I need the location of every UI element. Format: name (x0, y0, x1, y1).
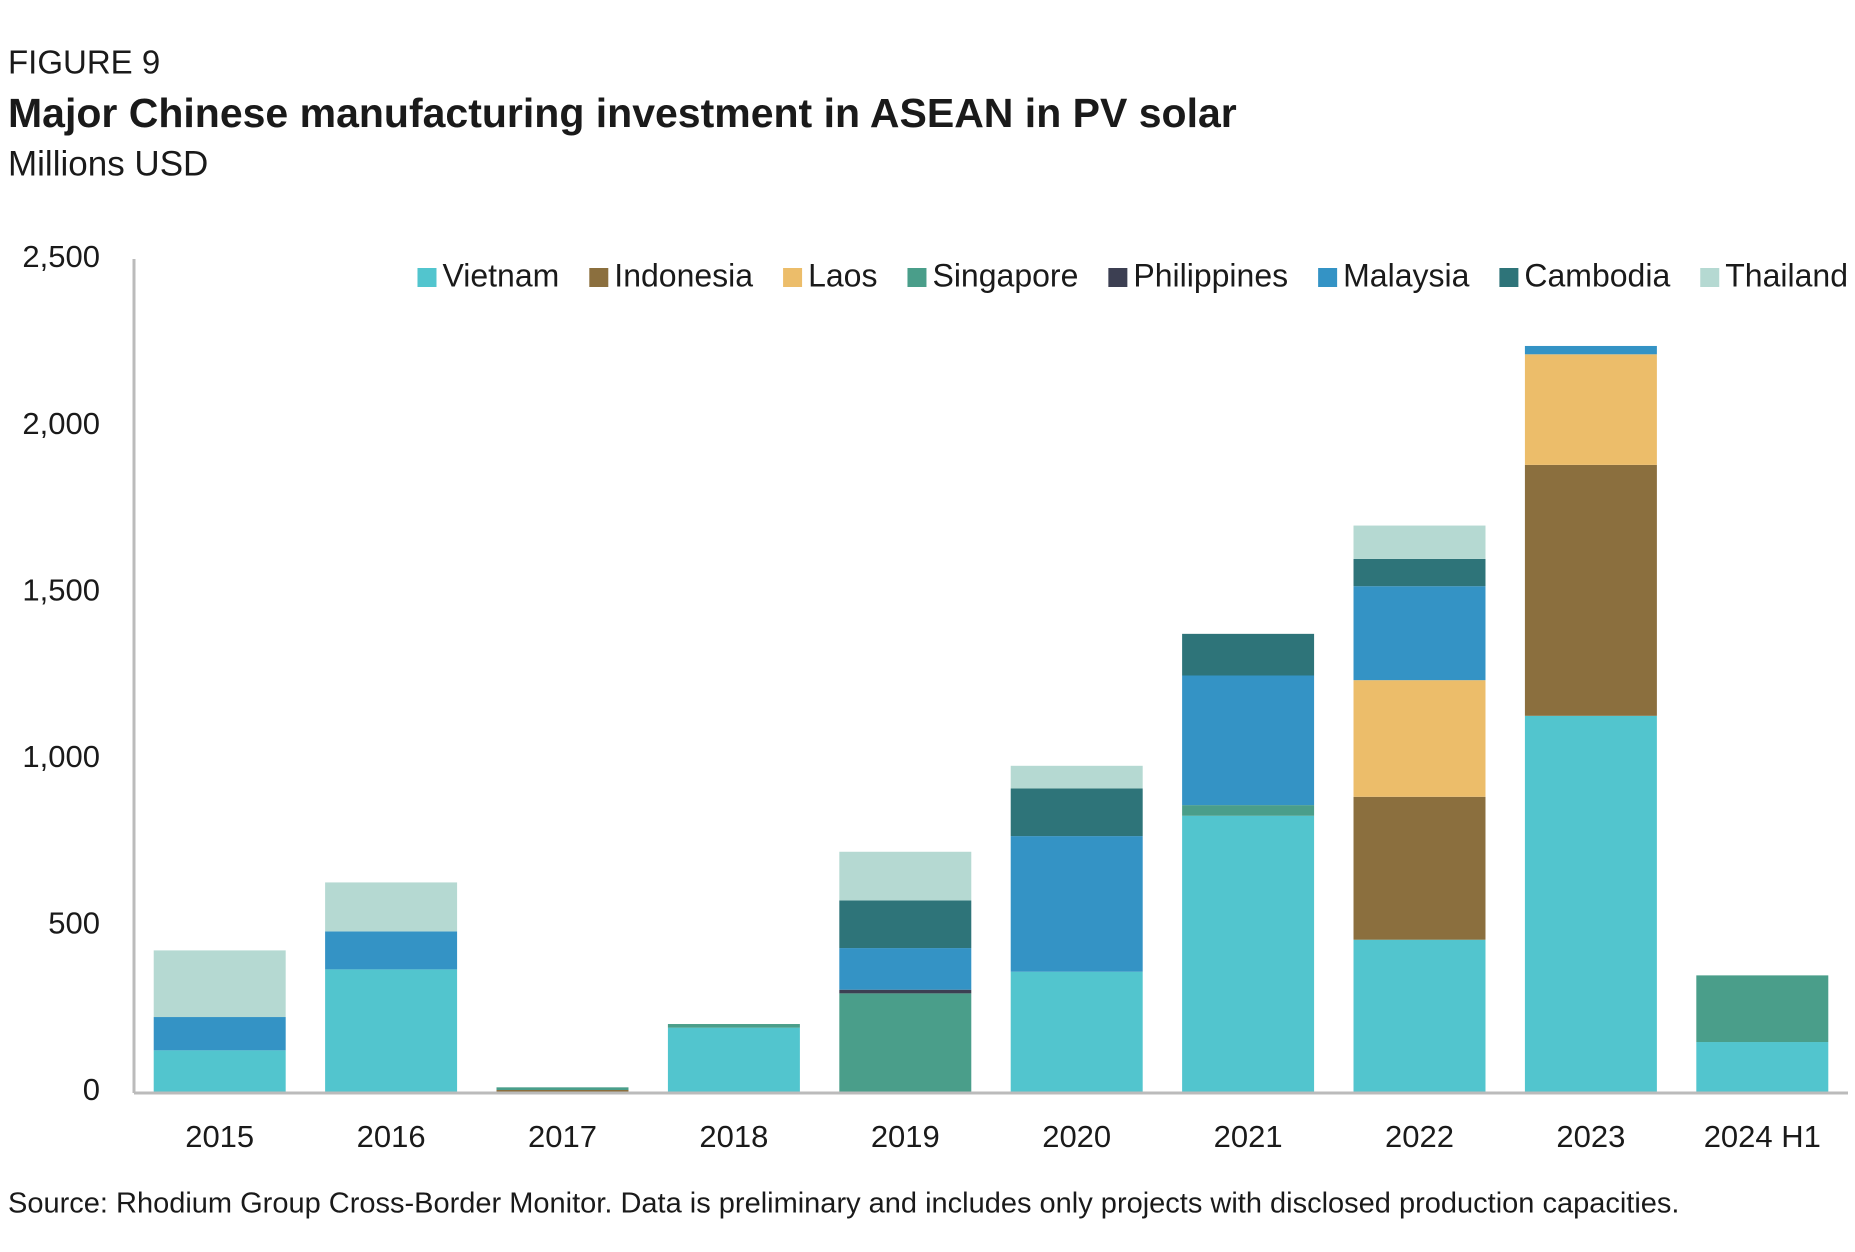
legend-swatch (417, 268, 437, 287)
x-tick-label: 2023 (1556, 1119, 1625, 1154)
x-tick-label: 2015 (185, 1119, 254, 1154)
bar-segment (1182, 633, 1315, 676)
source-note: Source: Rhodium Group Cross-Border Monit… (8, 1188, 1680, 1220)
bar-segment (325, 969, 458, 1092)
legend-swatch (1700, 268, 1720, 287)
legend-label: Indonesia (614, 257, 753, 293)
bar-segment (1010, 971, 1143, 1092)
y-tick-label: 2,000 (22, 406, 100, 441)
bar-segment (1353, 558, 1486, 587)
x-tick-label: 2024 H1 (1704, 1119, 1821, 1154)
bar-segment (1696, 975, 1829, 1043)
bar-segment (1353, 680, 1486, 797)
bar-segment (153, 1050, 286, 1092)
x-tick-label: 2016 (357, 1119, 426, 1154)
x-tick-label: 2019 (871, 1119, 940, 1154)
bar-segment (839, 993, 972, 1092)
bar-segment (839, 989, 972, 994)
y-tick-label: 500 (48, 906, 100, 941)
bar-segment (496, 1090, 629, 1092)
chart-title: Major Chinese manufacturing investment i… (8, 90, 1237, 136)
bar-segment (839, 900, 972, 949)
bar-segment (1524, 345, 1657, 355)
legend-label: Vietnam (442, 257, 559, 293)
x-tick-label: 2021 (1214, 1119, 1283, 1154)
bar-segment (1524, 354, 1657, 465)
legend-swatch (1318, 268, 1338, 287)
bar-segment (839, 948, 972, 990)
bar-segment (1353, 796, 1486, 940)
legend-swatch (589, 268, 609, 287)
x-tick-label: 2018 (699, 1119, 768, 1154)
bar-segment (1010, 765, 1143, 789)
y-tick-label: 1,000 (22, 739, 100, 774)
chart-subtitle: Millions USD (8, 144, 208, 183)
bar-segment (1182, 805, 1315, 816)
legend-swatch (1499, 268, 1519, 287)
bar-segment (667, 1027, 800, 1092)
bar-segment (1182, 675, 1315, 806)
y-tick-label: 0 (83, 1072, 100, 1107)
legend-swatch (1108, 268, 1128, 287)
legend-label: Malaysia (1343, 257, 1469, 293)
legend-label: Philippines (1133, 257, 1288, 293)
x-tick-label: 2020 (1042, 1119, 1111, 1154)
y-tick-label: 1,500 (22, 572, 100, 607)
bar-segment (1353, 525, 1486, 559)
legend-swatch (783, 268, 803, 287)
figure-label: FIGURE 9 (8, 44, 160, 81)
bar-segment (1353, 586, 1486, 681)
x-tick-label: 2017 (528, 1119, 597, 1154)
bar-segment (496, 1087, 629, 1091)
bar-segment (1010, 788, 1143, 837)
bar-segment (325, 931, 458, 970)
bar-segment (1353, 939, 1486, 1092)
bar-segment (1696, 1042, 1829, 1092)
y-tick-label: 2,500 (22, 239, 100, 274)
legend-label: Thailand (1725, 257, 1848, 293)
bar-segment (1182, 815, 1315, 1092)
bar-segment (1010, 836, 1143, 972)
legend-swatch (907, 268, 927, 287)
legend-label: Laos (808, 257, 877, 293)
bar-segment (1524, 715, 1657, 1092)
bar-segment (839, 851, 972, 901)
legend-label: Cambodia (1524, 257, 1670, 293)
bar-segment (1524, 464, 1657, 716)
bar-segment (667, 1024, 800, 1028)
bar-segment (325, 882, 458, 932)
bar-segment (153, 950, 286, 1018)
bar-segment (153, 1017, 286, 1051)
x-tick-label: 2022 (1385, 1119, 1454, 1154)
legend-label: Singapore (932, 257, 1078, 293)
